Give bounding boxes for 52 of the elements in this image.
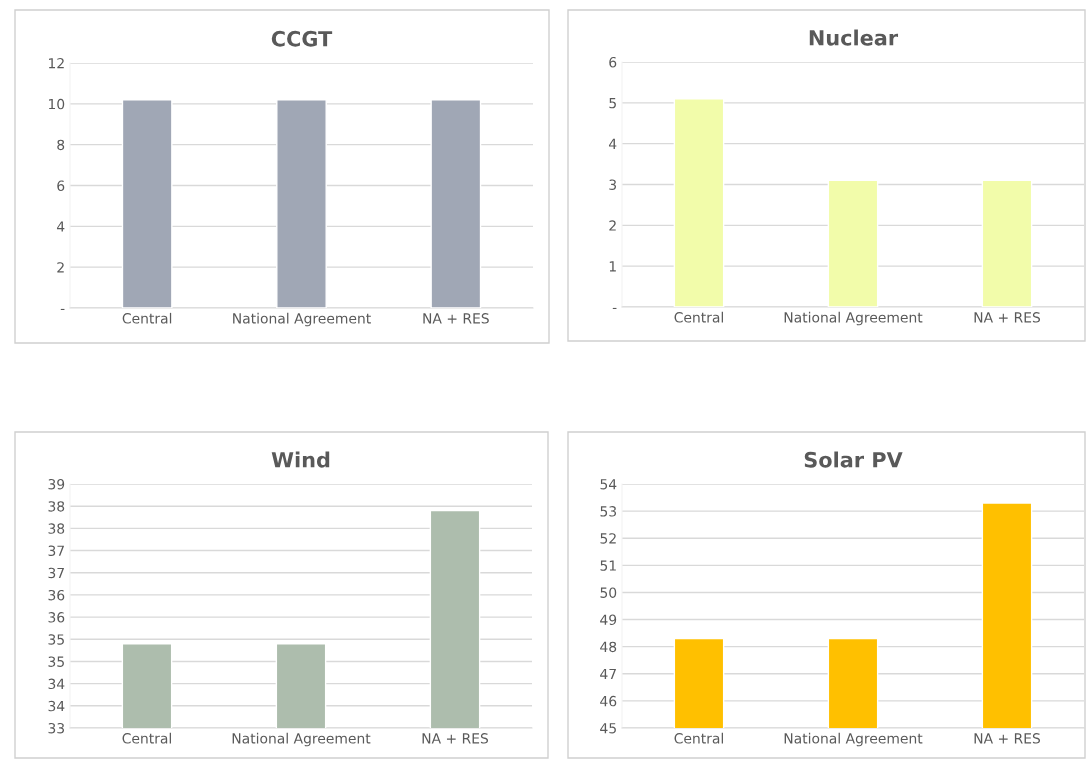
x-tick-label: Central bbox=[122, 312, 172, 324]
y-tick-label: 49 bbox=[600, 614, 617, 626]
y-tick-label: 3 bbox=[609, 179, 617, 190]
y-tick-label: 38 bbox=[48, 501, 65, 512]
y-tick-label: 36 bbox=[48, 589, 65, 601]
y-tick-label: 35 bbox=[48, 656, 64, 667]
x-tick-label: National Agreement bbox=[232, 732, 371, 747]
y-tick-label: 4 bbox=[608, 138, 617, 149]
chart-title: Solar PV bbox=[804, 451, 903, 468]
y-tick-label: 52 bbox=[600, 533, 616, 544]
y-tick-label: 6 bbox=[57, 180, 65, 191]
y-tick-label: 5 bbox=[609, 97, 616, 109]
y-tick-label: 2 bbox=[57, 262, 64, 273]
y-tick-label: 33 bbox=[48, 722, 65, 734]
y-tick-label: 35 bbox=[48, 634, 64, 645]
chart-title: Nuclear bbox=[809, 29, 899, 46]
y-tick-label: 37 bbox=[48, 567, 64, 579]
x-tick-label: Central bbox=[674, 311, 723, 323]
y-tick-label: 47 bbox=[600, 668, 616, 680]
x-tick-label: Central bbox=[122, 732, 171, 744]
y-tick-label: 46 bbox=[600, 695, 617, 707]
x-tick-label: National Agreement bbox=[784, 732, 923, 747]
y-tick-label: 36 bbox=[48, 612, 65, 623]
x-tick-label: National Agreement bbox=[233, 312, 371, 327]
y-tick-label: 51 bbox=[600, 560, 616, 571]
x-tick-label: Central bbox=[674, 732, 723, 744]
y-tick-label: 54 bbox=[600, 479, 617, 490]
y-tick-label: 34 bbox=[48, 678, 65, 690]
y-tick-label: 45 bbox=[600, 723, 616, 734]
y-tick-label: 10 bbox=[48, 98, 65, 110]
y-tick-label: 39 bbox=[48, 478, 65, 490]
y-tick-label: 53 bbox=[600, 506, 617, 517]
x-tick-label: NA + RES bbox=[974, 312, 1041, 323]
y-tick-label: - bbox=[60, 308, 65, 311]
y-tick-label: - bbox=[612, 307, 617, 310]
y-tick-label: 50 bbox=[600, 587, 617, 598]
x-tick-label: NA + RES bbox=[422, 733, 489, 744]
y-tick-label: 38 bbox=[48, 523, 65, 534]
x-tick-label: NA + RES bbox=[974, 733, 1041, 744]
y-tick-label: 1 bbox=[609, 261, 616, 272]
y-tick-label: 34 bbox=[48, 700, 65, 712]
y-tick-label: 8 bbox=[57, 139, 65, 151]
y-tick-label: 2 bbox=[609, 220, 616, 231]
y-tick-label: 12 bbox=[48, 57, 64, 69]
x-tick-label: NA + RES bbox=[423, 313, 489, 324]
chart-title: Wind bbox=[271, 451, 330, 468]
y-tick-label: 4 bbox=[56, 221, 65, 232]
chart-title: CCGT bbox=[271, 30, 333, 47]
y-tick-label: 48 bbox=[600, 641, 617, 653]
x-tick-label: National Agreement bbox=[784, 311, 923, 326]
y-tick-label: 6 bbox=[609, 56, 617, 68]
y-tick-label: 37 bbox=[48, 545, 64, 557]
